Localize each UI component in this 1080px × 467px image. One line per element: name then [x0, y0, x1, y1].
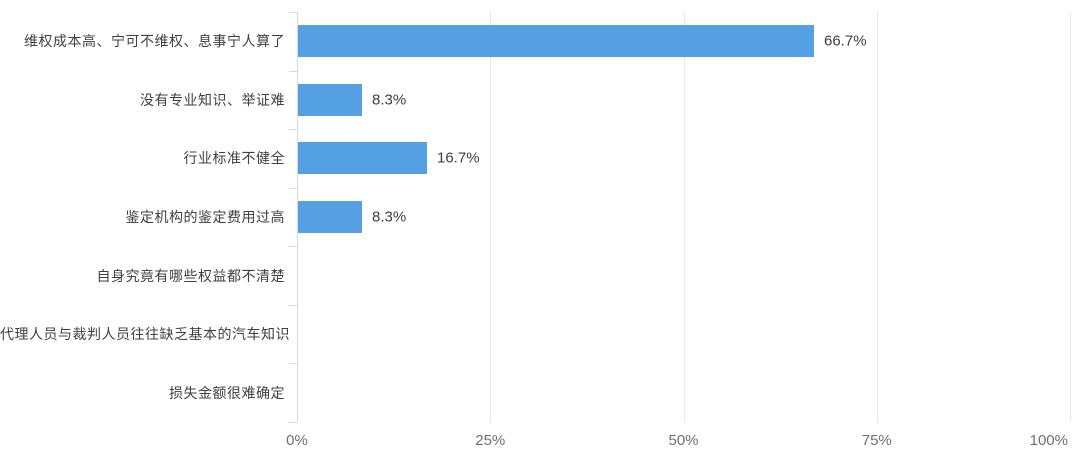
value-label: 16.7% [437, 149, 480, 167]
value-label: 8.3% [372, 91, 407, 109]
gridline [1070, 12, 1071, 422]
x-axis-tick-label: 75% [861, 432, 892, 449]
gridline [876, 12, 878, 422]
gridline [490, 12, 492, 422]
category-label: 行业标准不健全 [183, 150, 285, 167]
y-axis-tick [289, 12, 297, 13]
bar [298, 84, 362, 116]
category-label: 损失金额很难确定 [169, 384, 285, 401]
x-axis-tick-label: 25% [475, 432, 506, 449]
category-label: 维权成本高、宁可不维权、息事宁人算了 [24, 33, 285, 50]
x-axis-tick-label: 50% [668, 432, 699, 449]
y-axis-line [297, 12, 298, 422]
category-label: 鉴定机构的鉴定费用过高 [125, 209, 285, 225]
y-axis-tick [289, 246, 297, 247]
category-label: 代理人员与裁判人员往往缺乏基本的汽车知识 [0, 326, 290, 343]
value-label: 66.7% [824, 32, 867, 50]
x-axis-tick-label: 100% [1029, 432, 1068, 449]
category-label: 自身究竟有哪些权益都不清楚 [96, 267, 285, 284]
bar [298, 142, 427, 174]
y-axis-tick [289, 71, 297, 72]
bar [298, 25, 814, 57]
y-axis-tick [289, 363, 297, 364]
gridline [683, 12, 685, 422]
category-label: 没有专业知识、举证难 [140, 91, 285, 108]
y-axis-tick [289, 305, 297, 306]
bar [298, 201, 362, 233]
x-axis-tick-label: 0% [286, 432, 308, 449]
y-axis-tick [289, 188, 297, 189]
y-axis-tick [289, 422, 297, 423]
value-label: 8.3% [372, 208, 407, 226]
y-axis-tick [289, 129, 297, 130]
